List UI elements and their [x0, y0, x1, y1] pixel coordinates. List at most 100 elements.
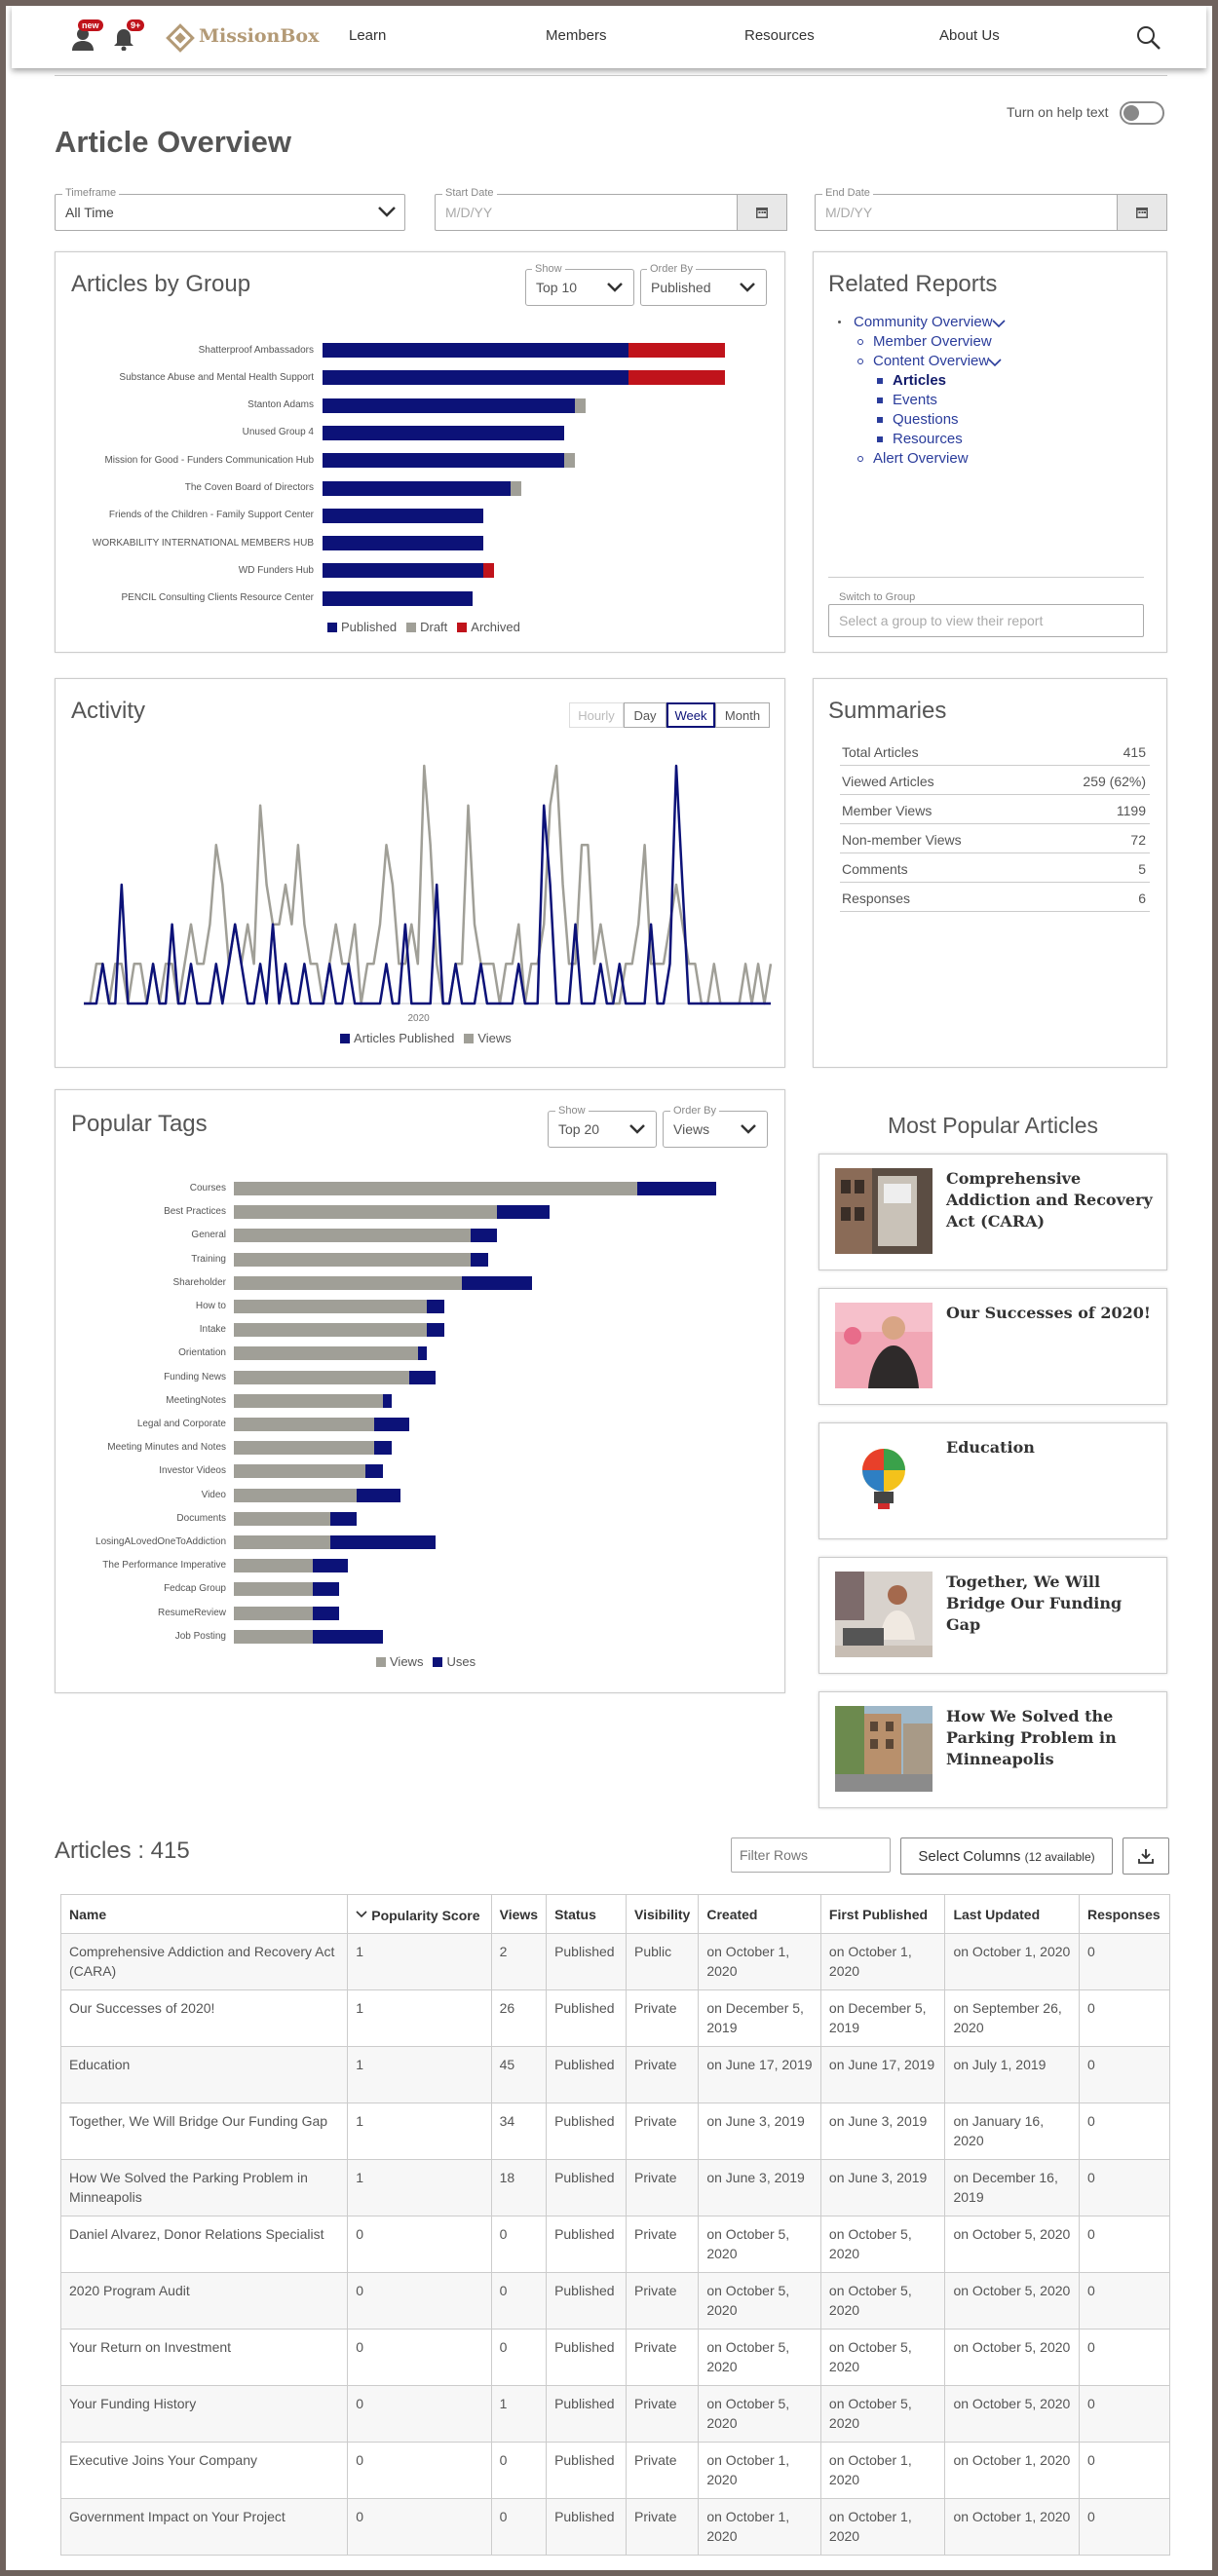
bar-segment-published[interactable] [323, 370, 628, 386]
activity-week-button[interactable]: Week [666, 702, 715, 728]
chevron-down-icon[interactable] [988, 355, 1002, 371]
bar-segment-views[interactable] [234, 1300, 427, 1313]
table-cell[interactable]: Our Successes of 2020! [59, 1989, 349, 2047]
select-columns-button[interactable]: Select Columns (12 available) [900, 1837, 1113, 1875]
bar-segment-uses[interactable] [313, 1629, 383, 1644]
nav-resources[interactable]: Resources [744, 27, 815, 44]
bar-segment-views[interactable] [234, 1418, 374, 1431]
table-row[interactable]: Comprehensive Addiction and Recovery Act… [59, 1933, 1171, 1990]
bar-segment-draft[interactable] [510, 480, 521, 496]
popular-article-card[interactable]: How We Solved the Parking Problem in Min… [818, 1691, 1167, 1808]
bar-segment-views[interactable] [234, 1393, 383, 1408]
table-row[interactable]: 2020 Program Audit 0 0 Published Private on O… [59, 2272, 1171, 2330]
activity-day-button[interactable]: Day [624, 702, 666, 728]
bar-segment-views[interactable] [234, 1559, 313, 1573]
bar-segment-published[interactable] [323, 536, 483, 551]
bar-segment-published[interactable] [323, 343, 628, 358]
table-cell[interactable]: Your Funding History [59, 2385, 349, 2443]
popular-article-card[interactable]: Education [818, 1422, 1167, 1539]
start-date-input[interactable]: M/D/YY [435, 194, 739, 231]
table-row[interactable]: Your Funding History 0 1 Published Private on… [59, 2385, 1171, 2443]
table-cell[interactable]: How We Solved the Parking Problem in Min… [59, 2159, 349, 2216]
start-date-calendar-button[interactable] [737, 194, 787, 231]
table-cell[interactable]: Government Impact on Your Project [59, 2498, 349, 2556]
column-header-name[interactable]: Name [59, 1894, 349, 1934]
table-row[interactable]: How We Solved the Parking Problem in Min… [59, 2159, 1171, 2216]
legend-item[interactable]: Views [376, 1654, 423, 1669]
bar-segment-archived[interactable] [483, 563, 494, 579]
bar-segment-views[interactable] [234, 1629, 313, 1644]
bar-segment-draft[interactable] [563, 453, 575, 469]
column-header-created[interactable]: Created [698, 1894, 821, 1934]
brand-logo-icon[interactable] [166, 23, 195, 53]
related-report-link[interactable]: Community Overview [854, 314, 993, 330]
bar-segment-uses[interactable] [374, 1441, 392, 1456]
bar-segment-views[interactable] [234, 1464, 365, 1479]
popular-article-card[interactable]: Together, We Will Bridge Our Funding Gap [818, 1557, 1167, 1674]
table-cell[interactable]: Education [59, 2046, 349, 2103]
bar-segment-uses[interactable] [313, 1582, 339, 1597]
bar-segment-published[interactable] [323, 508, 483, 523]
brand-name[interactable]: MissionBox [199, 25, 320, 47]
bar-segment-uses[interactable] [462, 1275, 532, 1290]
popular-article-title[interactable]: Together, We Will Bridge Our Funding Gap [946, 1572, 1123, 1634]
legend-item[interactable]: Articles Published [340, 1031, 454, 1045]
bar-segment-views[interactable] [234, 1229, 471, 1243]
switch-group-select[interactable]: Select a group to view their report [828, 604, 1144, 637]
popular-article-title[interactable]: Our Successes of 2020! [946, 1304, 1151, 1322]
table-row[interactable]: Government Impact on Your Project 0 0 Publi… [59, 2498, 1171, 2556]
bar-segment-published[interactable] [323, 425, 564, 440]
related-report-link[interactable]: Alert Overview [873, 450, 969, 467]
table-cell[interactable]: 2020 Program Audit [59, 2272, 349, 2330]
bar-segment-views[interactable] [234, 1252, 471, 1267]
related-report-link[interactable]: Events [893, 392, 937, 408]
bar-segment-views[interactable] [234, 1511, 330, 1526]
bar-segment-uses[interactable] [313, 1606, 339, 1620]
bar-segment-published[interactable] [323, 453, 564, 469]
table-row[interactable]: Together, We Will Bridge Our Funding Gap… [59, 2102, 1171, 2160]
nav-about-us[interactable]: About Us [939, 27, 1000, 44]
legend-item[interactable]: Archived [457, 620, 520, 634]
related-report-link[interactable]: Articles [893, 372, 947, 389]
bar-segment-uses[interactable] [357, 1488, 400, 1502]
column-header-status[interactable]: Status [546, 1894, 628, 1934]
popular-article-title[interactable]: How We Solved the Parking Problem in Min… [946, 1707, 1117, 1768]
legend-item[interactable]: Views [464, 1031, 512, 1045]
column-header-visibility[interactable]: Visibility [626, 1894, 700, 1934]
related-report-link[interactable]: Resources [893, 431, 963, 447]
column-header-popularity[interactable]: Popularity Score [347, 1894, 492, 1934]
bar-segment-uses[interactable] [427, 1323, 444, 1338]
table-cell[interactable]: Daniel Alvarez, Donor Relations Speciali… [59, 2216, 349, 2273]
column-header-responses[interactable]: Responses [1078, 1894, 1171, 1934]
table-row[interactable]: Daniel Alvarez, Donor Relations Speciali… [59, 2216, 1171, 2273]
profile-icon[interactable] [72, 27, 94, 51]
nav-learn[interactable]: Learn [349, 27, 387, 44]
bar-segment-uses[interactable] [409, 1370, 436, 1384]
bar-segment-draft[interactable] [574, 398, 586, 413]
bar-segment-archived[interactable] [628, 370, 725, 386]
table-cell[interactable]: Your Return on Investment [59, 2329, 349, 2386]
table-cell[interactable]: Comprehensive Addiction and Recovery Act… [59, 1933, 349, 1990]
bar-segment-views[interactable] [234, 1441, 374, 1456]
bar-segment-published[interactable] [323, 590, 473, 606]
bar-segment-uses[interactable] [497, 1205, 550, 1220]
bar-segment-views[interactable] [234, 1182, 637, 1195]
bar-segment-views[interactable] [234, 1582, 313, 1597]
bar-segment-views[interactable] [234, 1606, 313, 1620]
table-row[interactable]: Your Return on Investment 0 0 Published Priv… [59, 2329, 1171, 2386]
bar-segment-views[interactable] [234, 1275, 462, 1290]
bar-segment-archived[interactable] [628, 343, 725, 358]
legend-item[interactable]: Draft [406, 620, 447, 634]
table-row[interactable]: Executive Joins Your Company 0 0 Published P… [59, 2442, 1171, 2499]
bar-segment-uses[interactable] [418, 1346, 427, 1361]
tags-order-select[interactable]: Views [663, 1111, 768, 1148]
bar-segment-published[interactable] [323, 398, 575, 413]
tags-show-select[interactable]: Top 20 [548, 1111, 657, 1148]
end-date-calendar-button[interactable] [1117, 194, 1167, 231]
bar-segment-uses[interactable] [365, 1464, 383, 1479]
bar-segment-published[interactable] [323, 563, 483, 579]
related-report-link[interactable]: Questions [893, 411, 959, 428]
bar-segment-uses[interactable] [383, 1393, 392, 1408]
related-report-link[interactable]: Content Overview [873, 353, 990, 369]
bar-segment-uses[interactable] [313, 1559, 348, 1573]
